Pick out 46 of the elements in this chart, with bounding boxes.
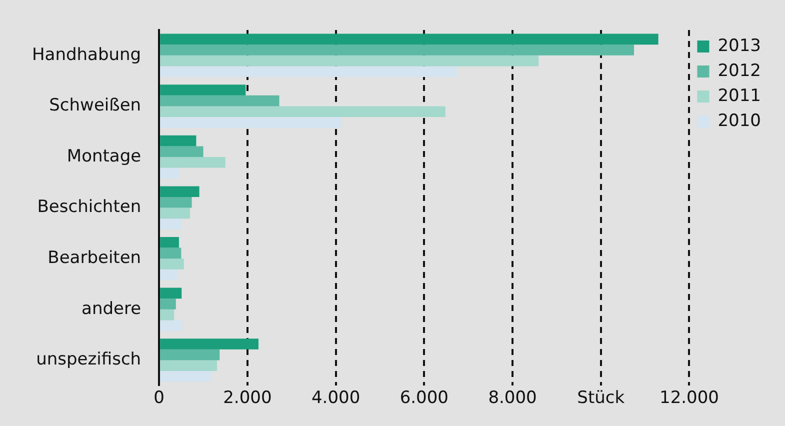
legend-label: 2012 <box>718 60 761 81</box>
bar <box>160 218 182 230</box>
x-tick-label: 2.000 <box>223 388 272 408</box>
bar <box>160 320 182 331</box>
x-tick-label: 12.000 <box>659 388 719 408</box>
bar <box>160 186 200 198</box>
y-tick-label: Montage <box>66 146 142 166</box>
bar <box>160 338 258 350</box>
bar <box>160 360 217 371</box>
bar <box>160 84 246 96</box>
y-tick-label: Handhabung <box>32 44 142 65</box>
bar <box>160 116 342 128</box>
y-tick-label: Schweißen <box>49 96 142 116</box>
bar <box>160 197 192 208</box>
bar <box>160 258 184 270</box>
bar <box>160 157 226 168</box>
legend-label: 2013 <box>718 36 761 56</box>
x-tick-label: 6.000 <box>400 388 448 408</box>
bar <box>160 34 658 45</box>
y-tick-label: unspezifisch <box>36 350 142 370</box>
y-tick-label: Beschichten <box>37 197 142 218</box>
bar <box>160 146 204 157</box>
bar <box>160 309 174 320</box>
bar <box>160 288 182 299</box>
bar <box>160 95 280 106</box>
bar <box>160 55 539 66</box>
bar <box>160 168 180 179</box>
bar <box>160 237 179 248</box>
legend-label: 2010 <box>718 110 761 131</box>
bar <box>160 66 457 77</box>
x-tick-label: 4.000 <box>311 388 360 408</box>
bar <box>160 248 182 259</box>
bar <box>160 135 196 146</box>
bar <box>160 44 634 56</box>
bar <box>160 370 211 382</box>
bar <box>160 208 190 219</box>
bar <box>160 269 178 280</box>
bar <box>160 298 176 310</box>
y-tick-label: Bearbeiten <box>48 248 142 268</box>
legend-label: 2011 <box>718 86 761 106</box>
x-tick-label: 0 <box>154 388 165 408</box>
x-tick-label: 8.000 <box>488 388 537 408</box>
bar <box>160 106 446 117</box>
bar <box>160 349 220 360</box>
x-tick-label: Stück <box>577 388 625 408</box>
y-tick-label: andere <box>82 298 142 319</box>
